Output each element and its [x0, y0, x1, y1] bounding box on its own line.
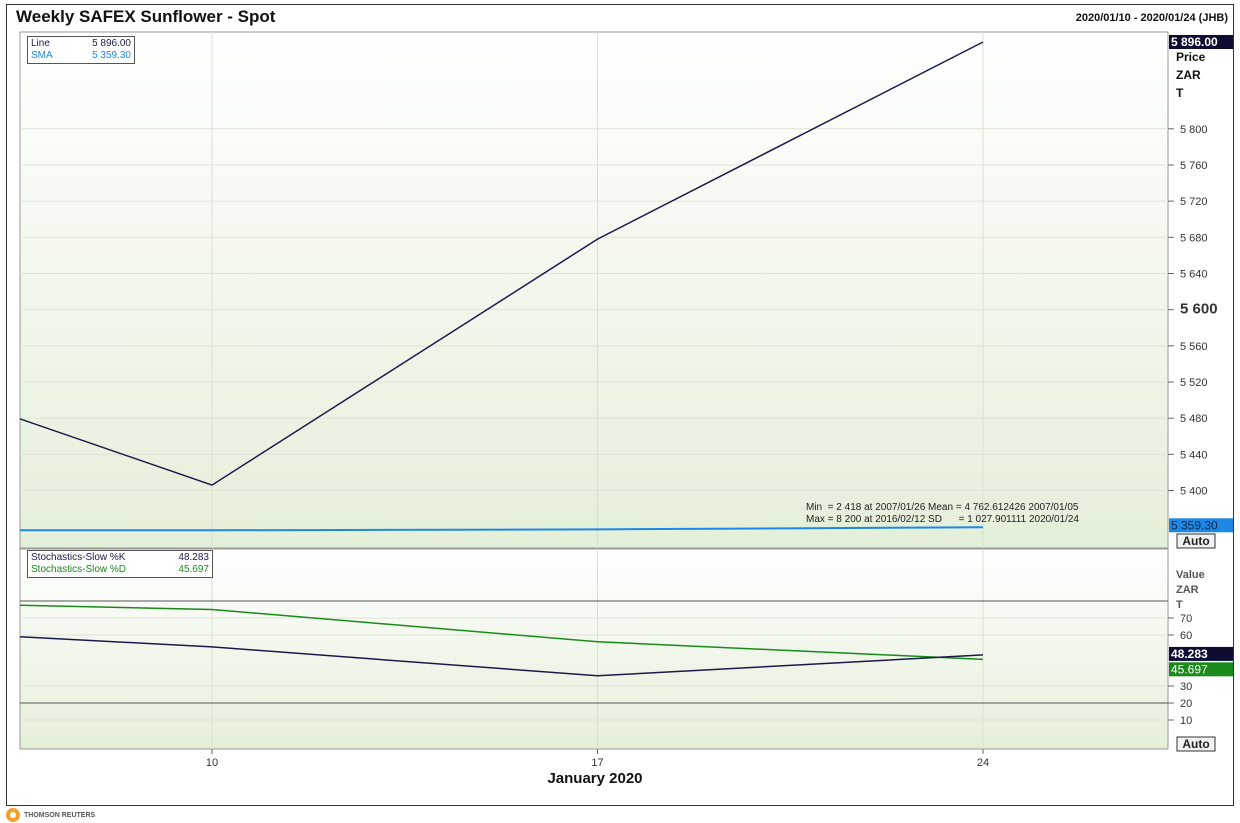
x-tick-label-24: 24: [977, 757, 989, 769]
x-tick-label-10: 10: [206, 757, 218, 769]
top-auto-button: Auto: [1182, 534, 1209, 548]
sma-series-line: [20, 526, 984, 532]
date-range: 2020/01/10 - 2020/01/24 (JHB): [1075, 12, 1228, 24]
bottom-y-tick-label-30: 30: [1180, 681, 1192, 693]
stats-line-1: Min = 2 418 at 2007/01/26 Mean = 4 762.6…: [806, 502, 1079, 513]
chart-title: Weekly SAFEX Sunflower - Spot: [16, 7, 276, 26]
sma-last-value-tag: 5 359.30: [1171, 518, 1218, 532]
legend-sma-label: SMA: [31, 50, 53, 61]
legend-d-value: 45.697: [178, 564, 209, 575]
top-y-tick-label-5720: 5 720: [1180, 196, 1208, 208]
k-last-value-tag-bg: [1169, 646, 1233, 661]
thomson-reuters-logo-icon: [6, 808, 20, 822]
k-last-value-tag: 48.283: [1171, 647, 1208, 661]
top-y-tick-label-5680: 5 680: [1180, 232, 1208, 244]
top-y-tick-label-5440: 5 440: [1180, 449, 1208, 461]
stoch-k-series-line: [20, 635, 984, 677]
x-axis: 10 17 24 January 2020: [206, 749, 989, 787]
top-grid: [20, 32, 1168, 548]
top-y-tick-label-5520: 5 520: [1180, 377, 1208, 389]
price-series-line: [20, 41, 984, 486]
top-y-unit-0: Price: [1176, 50, 1206, 64]
d-last-value-tag: 45.697: [1171, 662, 1208, 676]
bottom-auto-button: Auto: [1182, 737, 1209, 751]
bottom-y-tick-label-10: 10: [1180, 715, 1192, 727]
sma-last-value-tag-bg: [1169, 518, 1233, 533]
bottom-y-unit-1: ZAR: [1176, 584, 1199, 596]
legend-k-value: 48.283: [178, 552, 209, 563]
bottom-y-unit-2: T: [1176, 599, 1183, 611]
bottom-y-unit-0: Value: [1176, 569, 1205, 581]
top-y-axis: 5 400 5 440 5 480 5 520 5 560 5 600 5 640 5 680…: [1168, 50, 1218, 498]
bottom-y-tick-label-60: 60: [1180, 630, 1192, 642]
stats-box: Min = 2 418 at 2007/01/26 Mean = 4 762.6…: [806, 502, 1079, 526]
bottom-auto-button-box: [1176, 736, 1216, 752]
top-y-unit-2: T: [1176, 86, 1184, 100]
top-plot-area: [19, 31, 1169, 549]
footer: THOMSON REUTERS: [6, 808, 95, 822]
legend-d-label: Stochastics-Slow %D: [31, 564, 127, 575]
stoch-d-series-line: [20, 604, 984, 661]
top-y-tick-label-5760: 5 760: [1180, 160, 1208, 172]
bottom-series: [20, 604, 984, 677]
top-y-tick-label-5400: 5 400: [1180, 486, 1208, 498]
top-auto-button-box: [1176, 533, 1216, 549]
footer-brand: THOMSON REUTERS: [24, 811, 96, 819]
bottom-y-tick-label-70: 70: [1180, 613, 1192, 625]
x-axis-label: January 2020: [547, 770, 642, 787]
bottom-legend: Stochastics-Slow %K 48.283 Stochastics-Sl…: [27, 550, 213, 578]
top-series: [20, 41, 984, 532]
top-legend: Line 5 896.00 SMA 5 359.30: [27, 36, 135, 64]
bottom-grid: [20, 549, 1168, 749]
price-last-value-tag-bg: [1169, 34, 1233, 49]
bottom-plot-area: [19, 548, 1169, 750]
top-y-tick-label-5600: 5 600: [1180, 301, 1218, 318]
stats-line-2: Max = 8 200 at 2016/02/12 SD = 1 027.901…: [806, 514, 1079, 525]
top-y-unit-1: ZAR: [1176, 68, 1201, 82]
legend-line-value: 5 896.00: [92, 38, 131, 49]
legend-line-label: Line: [31, 38, 50, 49]
top-y-tick-label-5640: 5 640: [1180, 268, 1208, 280]
bottom-y-axis: 10 20 30 60 70 Value ZAR T: [1168, 569, 1205, 727]
legend-sma-value: 5 359.30: [92, 50, 131, 61]
top-y-tick-label-5560: 5 560: [1180, 341, 1208, 353]
top-y-tick-label-5480: 5 480: [1180, 413, 1208, 425]
d-last-value-tag-bg: [1169, 662, 1233, 677]
price-last-value-tag: 5 896.00: [1171, 35, 1218, 49]
legend-k-label: Stochastics-Slow %K: [31, 552, 126, 563]
bottom-y-tick-label-20: 20: [1180, 698, 1192, 710]
x-tick-label-17: 17: [591, 757, 603, 769]
top-y-tick-label-5800: 5 800: [1180, 124, 1208, 136]
